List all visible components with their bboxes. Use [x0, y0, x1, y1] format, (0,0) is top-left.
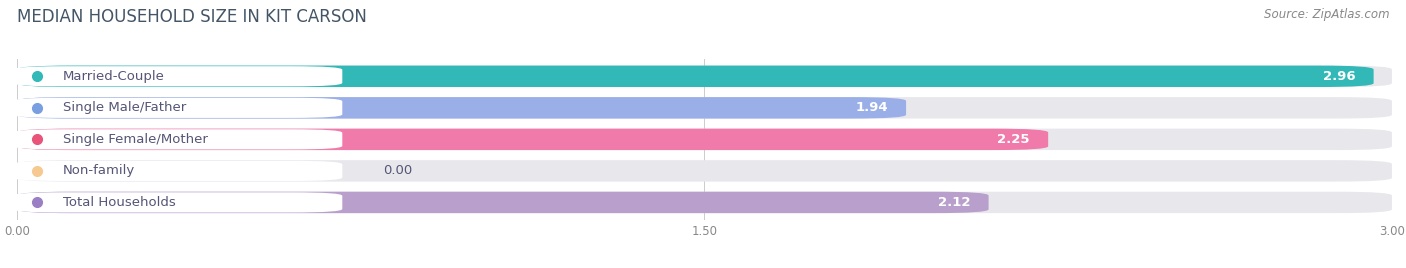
Text: Married-Couple: Married-Couple — [63, 70, 165, 83]
Text: Single Male/Father: Single Male/Father — [63, 101, 186, 114]
Text: Total Households: Total Households — [63, 196, 176, 209]
Text: 2.25: 2.25 — [997, 133, 1029, 146]
FancyBboxPatch shape — [17, 192, 988, 213]
FancyBboxPatch shape — [13, 98, 342, 118]
Text: 1.94: 1.94 — [855, 101, 887, 114]
FancyBboxPatch shape — [13, 129, 342, 150]
FancyBboxPatch shape — [17, 192, 1392, 213]
FancyBboxPatch shape — [13, 192, 342, 213]
FancyBboxPatch shape — [17, 129, 1392, 150]
Text: Source: ZipAtlas.com: Source: ZipAtlas.com — [1264, 8, 1389, 21]
FancyBboxPatch shape — [17, 160, 1392, 182]
FancyBboxPatch shape — [17, 97, 905, 118]
Text: Single Female/Mother: Single Female/Mother — [63, 133, 208, 146]
Text: 2.12: 2.12 — [938, 196, 970, 209]
Text: Non-family: Non-family — [63, 164, 135, 177]
FancyBboxPatch shape — [17, 129, 1049, 150]
FancyBboxPatch shape — [17, 66, 1392, 87]
FancyBboxPatch shape — [17, 66, 1374, 87]
Text: 2.96: 2.96 — [1323, 70, 1355, 83]
FancyBboxPatch shape — [13, 66, 342, 86]
FancyBboxPatch shape — [17, 97, 1392, 118]
FancyBboxPatch shape — [13, 161, 342, 181]
Text: MEDIAN HOUSEHOLD SIZE IN KIT CARSON: MEDIAN HOUSEHOLD SIZE IN KIT CARSON — [17, 8, 367, 26]
Text: 0.00: 0.00 — [384, 164, 413, 177]
